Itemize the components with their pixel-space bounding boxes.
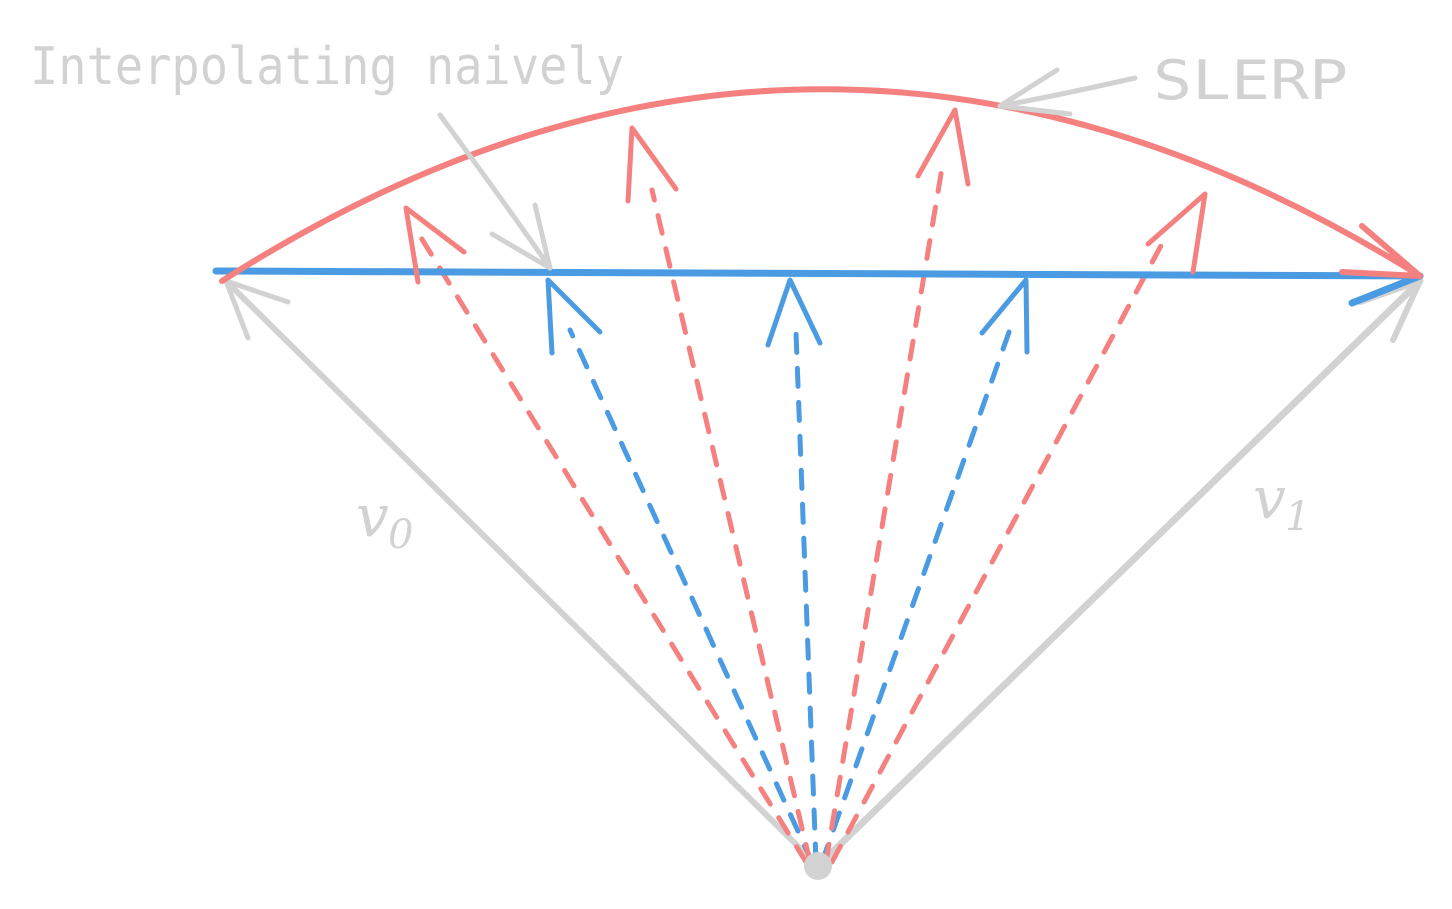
slerp-vector-4 [832,240,1164,862]
v0-label-subscript: 0 [388,512,413,558]
slerp-arc-group [222,89,1420,282]
annotation-arrows [440,70,1135,268]
slerp-arc [222,89,1420,281]
v0-label-base: v [356,482,389,550]
naive-vector-t25 [570,330,812,862]
slerp-label: SLERP [1153,49,1348,112]
naive-tip-t25 [548,280,600,353]
vector-v1 [818,281,1420,866]
slerp-tip-4 [1148,194,1205,272]
basis-vectors [226,281,1420,866]
naive-vector-t50 [796,332,816,862]
slerp-vector-1 [420,236,806,862]
naive-line-group [216,271,1420,353]
vector-v0 [226,281,818,866]
v0-label: v 0 [356,482,413,558]
v1-label-subscript: 1 [1285,494,1310,540]
naive-vector-t75 [822,318,1014,862]
origin-point [804,852,832,880]
v1-label: v 1 [1253,464,1310,540]
naive-line [216,271,1420,276]
v1-label-base: v [1253,464,1286,532]
naive-label: Interpolating naively [30,37,624,97]
